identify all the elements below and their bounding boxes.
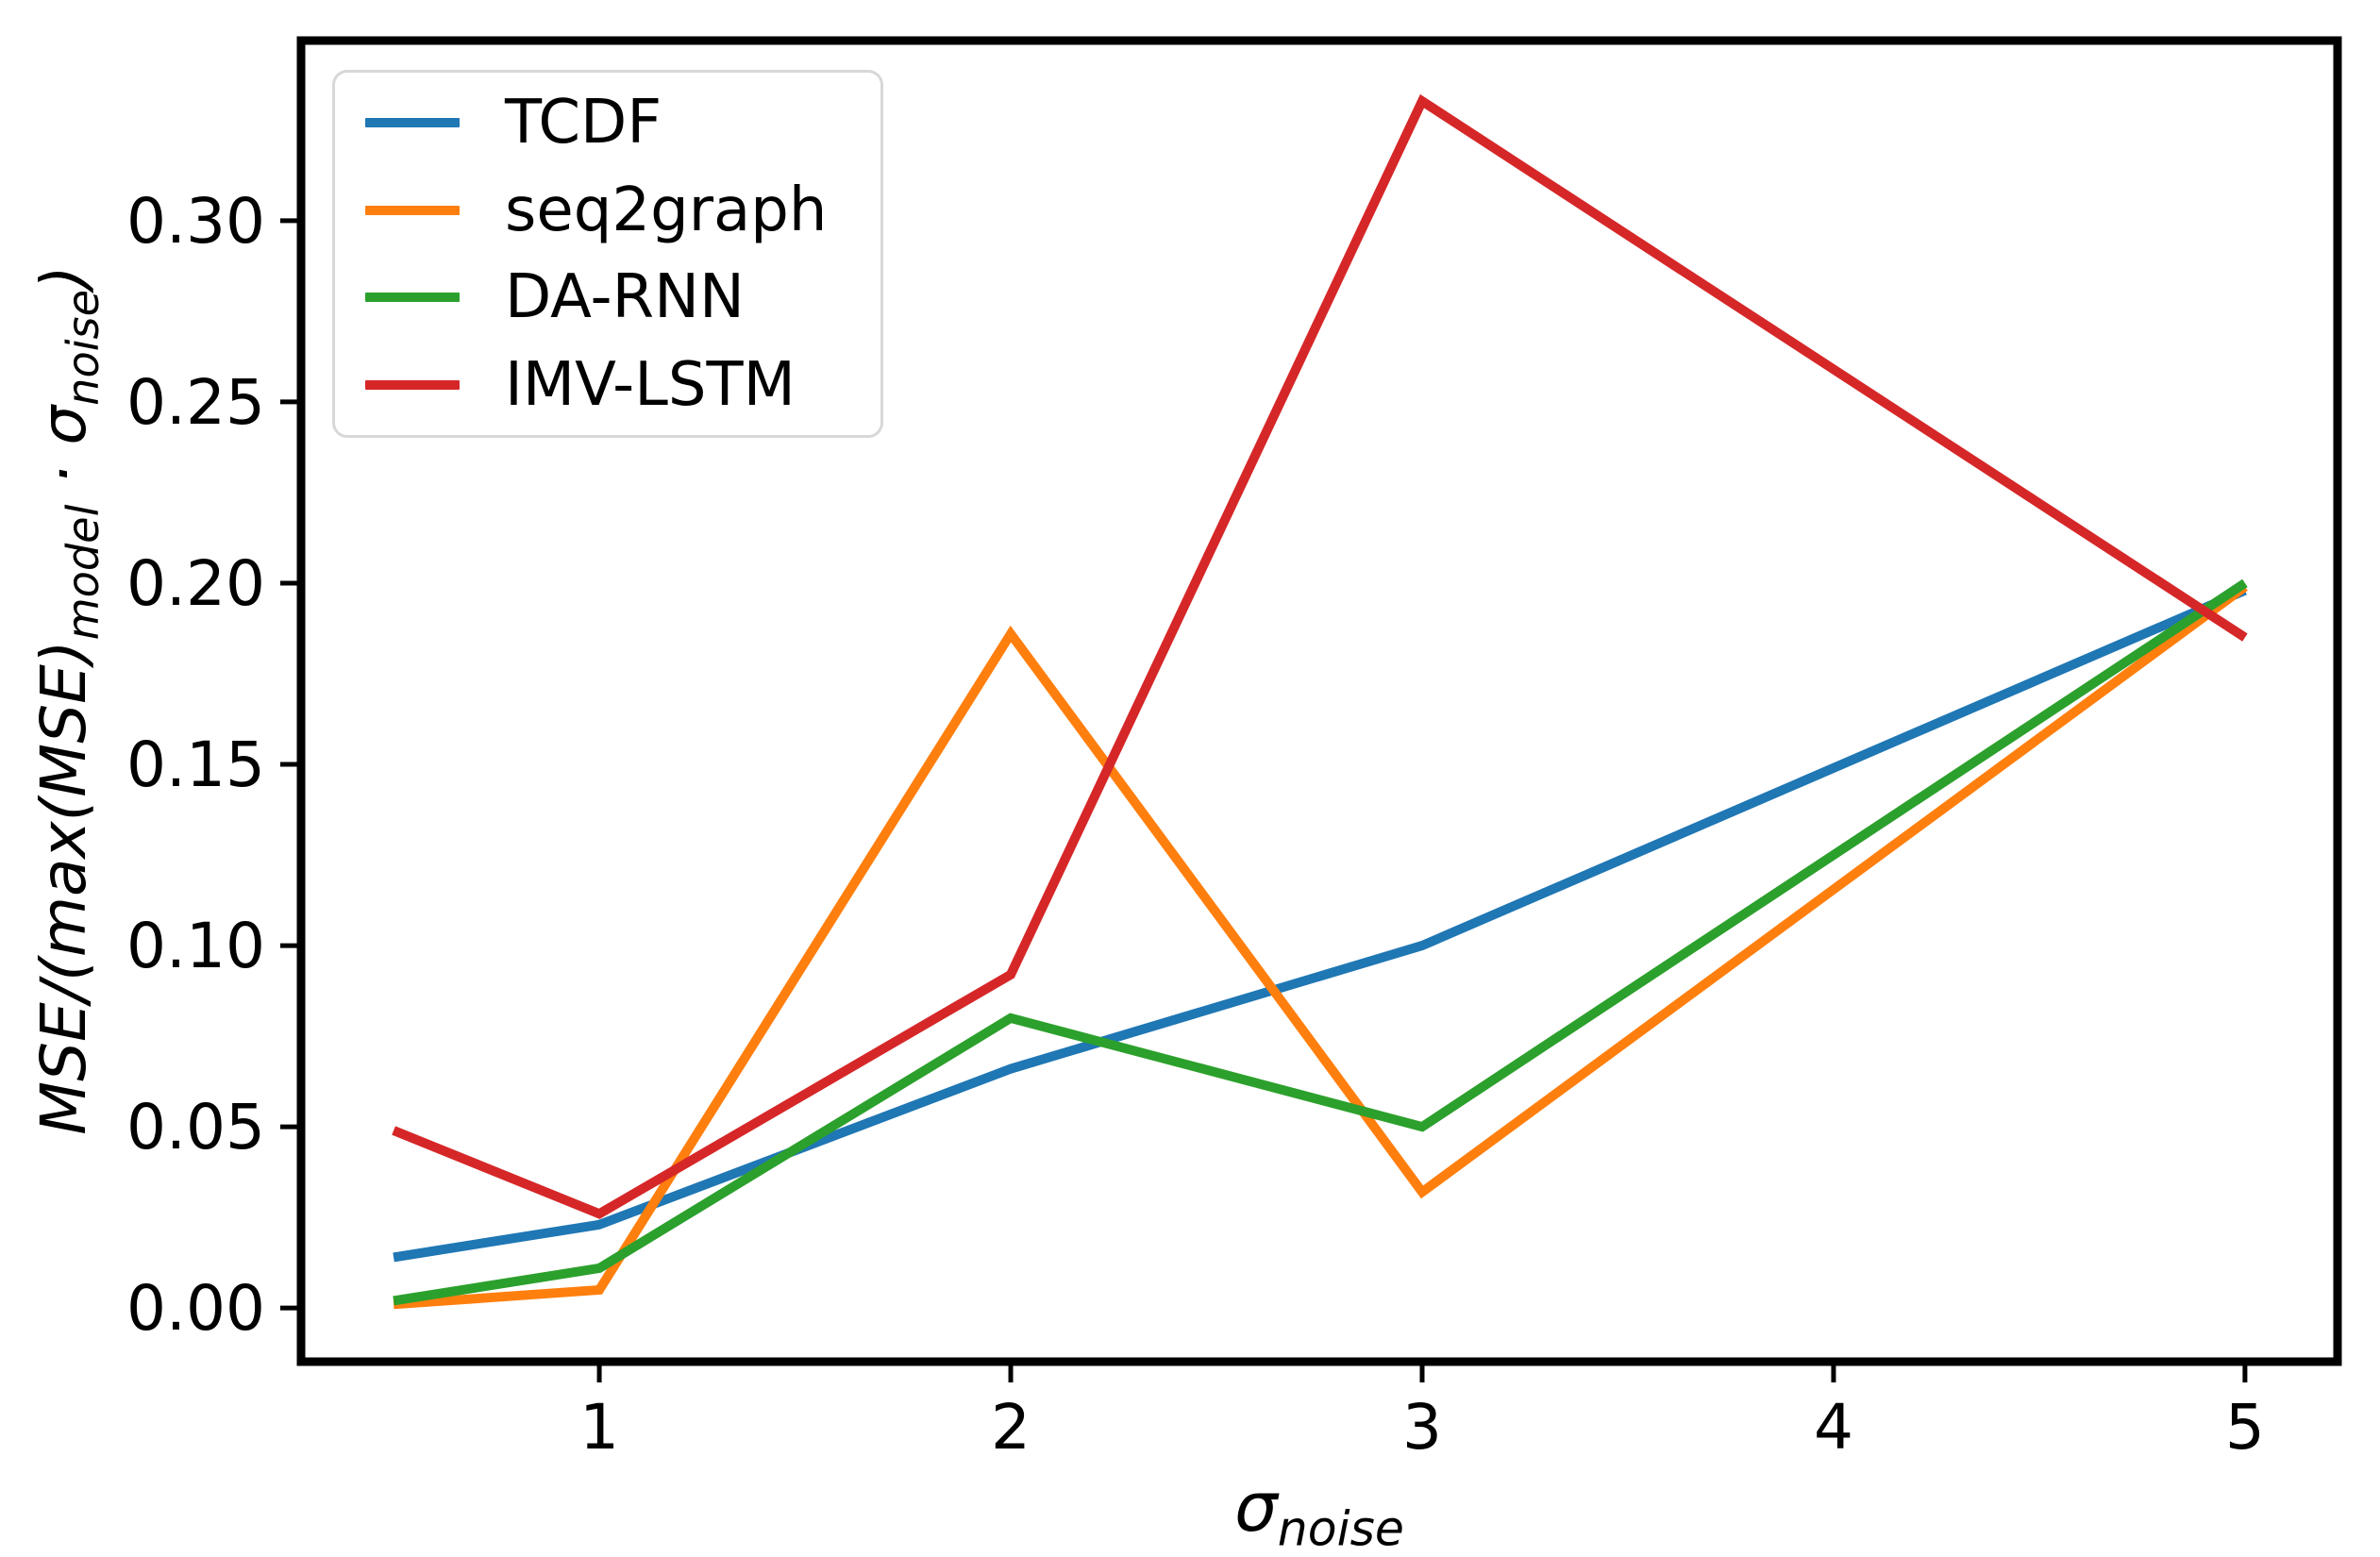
- y-axis-label-sub-model: model: [58, 504, 109, 641]
- y-axis-ticks: 0.00 0.05 0.10 0.15 0.20 0.25 0.30: [126, 185, 301, 1345]
- legend-line-swatch: [365, 293, 460, 303]
- series-line-seq2graph: [393, 582, 2248, 1310]
- x-axis-label-sub-noise: noise: [1277, 1500, 1404, 1557]
- y-tick-label: 0.25: [126, 366, 265, 439]
- x-tick-label: 3: [1402, 1391, 1442, 1464]
- x-axis-label: σnoise: [1234, 1467, 1404, 1556]
- y-axis-label: MSE/(max(MSE)model · σnoise): [27, 265, 109, 1135]
- axes-frame: [296, 36, 2342, 1366]
- x-tick-label: 5: [2225, 1391, 2265, 1464]
- y-axis-label-pre: MSE/(max(MSE): [26, 640, 100, 1135]
- y-axis-label-sub-noise: noise: [58, 289, 109, 406]
- legend-label: seq2graph: [505, 175, 828, 245]
- legend-entry-seq2graph: seq2graph: [365, 167, 880, 254]
- x-tick-label: 1: [579, 1391, 619, 1464]
- x-axis-label-sigma: σ: [1234, 1467, 1278, 1547]
- legend-line-swatch: [365, 380, 460, 391]
- legend-line-swatch: [365, 117, 460, 127]
- legend-label: TCDF: [505, 87, 662, 158]
- x-tick-label: 2: [991, 1391, 1031, 1464]
- y-tick-label: 0.30: [126, 185, 265, 258]
- y-tick-label: 0.05: [126, 1091, 265, 1164]
- y-tick-label: 0.20: [126, 547, 265, 620]
- series-line-tcdf: [393, 586, 2247, 1263]
- legend-entry-da-rnn: DA-RNN: [365, 254, 880, 341]
- series-line-imv-lstm: [392, 93, 2248, 1219]
- legend-box: TCDF seq2graph DA-RNN IMV-LSTM: [332, 70, 883, 438]
- x-tick-label: 4: [1814, 1391, 1853, 1464]
- x-axis-ticks: 1 2 3 4 5: [579, 1362, 2265, 1464]
- y-tick-label: 0.15: [126, 728, 265, 801]
- legend-label: DA-RNN: [505, 262, 745, 333]
- legend-label: IMV-LSTM: [505, 350, 796, 421]
- legend-entry-tcdf: TCDF: [365, 79, 880, 166]
- legend-line-swatch: [365, 205, 460, 215]
- series-lines: [392, 93, 2248, 1310]
- y-axis-label-mid: · σ: [26, 405, 100, 505]
- y-tick-label: 0.10: [126, 910, 265, 982]
- legend-entry-imv-lstm: IMV-LSTM: [365, 342, 880, 428]
- y-axis-label-post: ): [26, 265, 100, 290]
- series-line-da-rnn: [393, 578, 2248, 1306]
- y-tick-label: 0.00: [126, 1272, 265, 1345]
